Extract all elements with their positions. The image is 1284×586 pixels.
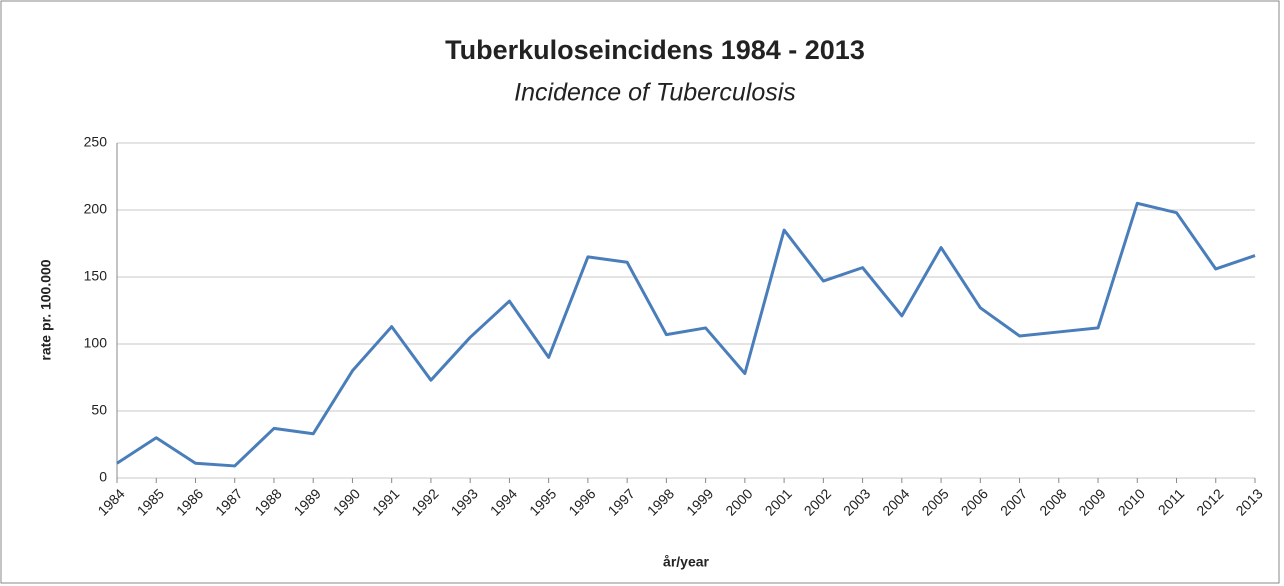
- y-tick-label: 150: [84, 268, 108, 284]
- data-line: [116, 201, 1256, 468]
- y-tick-label: 250: [84, 134, 108, 150]
- y-tick-label: 50: [91, 402, 107, 418]
- y-tick-label: 100: [84, 335, 108, 351]
- chart-title: Tuberkuloseincidens 1984 - 2013: [445, 35, 865, 65]
- chart-subtitle: Incidence of Tuberculosis: [514, 79, 796, 107]
- y-tick-label: 0: [99, 469, 107, 485]
- x-axis-label: år/year: [663, 554, 709, 570]
- y-tick-label: 200: [84, 201, 108, 217]
- y-axis-label: rate pr. 100.000: [38, 259, 54, 360]
